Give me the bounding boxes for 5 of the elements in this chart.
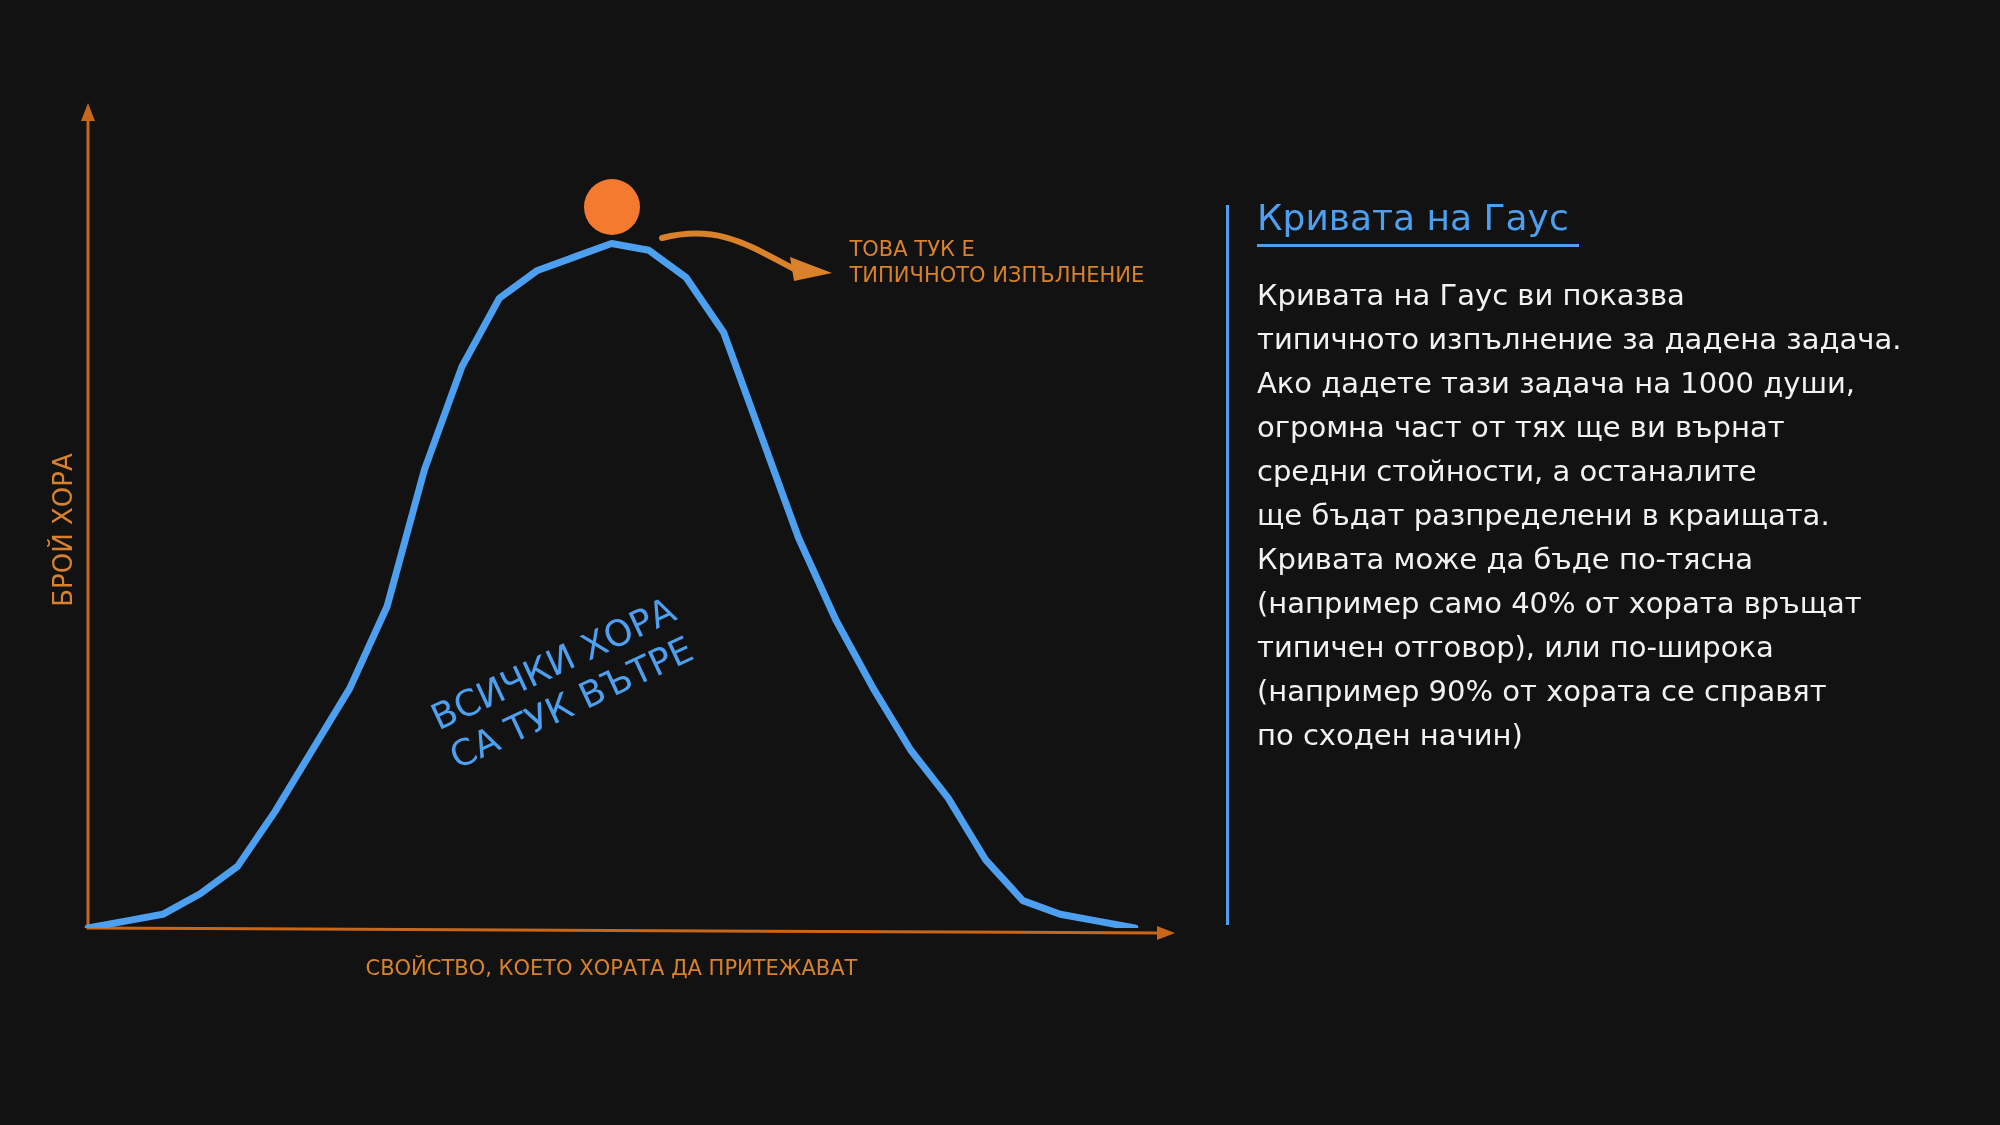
annotation: ТОВА ТУК Е ТИПИЧНОТО ИЗПЪЛНЕНИЕ — [849, 237, 1145, 288]
text: Кривата на Гаус ви показва типичното изпълнение за дадена задача. Ако дадете тази задача на 1000 души, огромна част от тях ще ви върнат средни стойности, а останалите ще бъдат разпределени в краищата. Кривата може да бъде по-тясна (например само 40% от хората връщат типичен отговор), или по-широка (например 90% от хората се справят по сходен начин) — [1257, 278, 1902, 752]
y-axis-title: БРОЙ ХОРА — [47, 453, 78, 607]
text: Кривата на Гаус — [1257, 197, 1579, 247]
x-axis-title: СВОЙСТВО, КОЕТО ХОРАТА ДА ПРИТЕЖАВАТ — [365, 956, 858, 980]
